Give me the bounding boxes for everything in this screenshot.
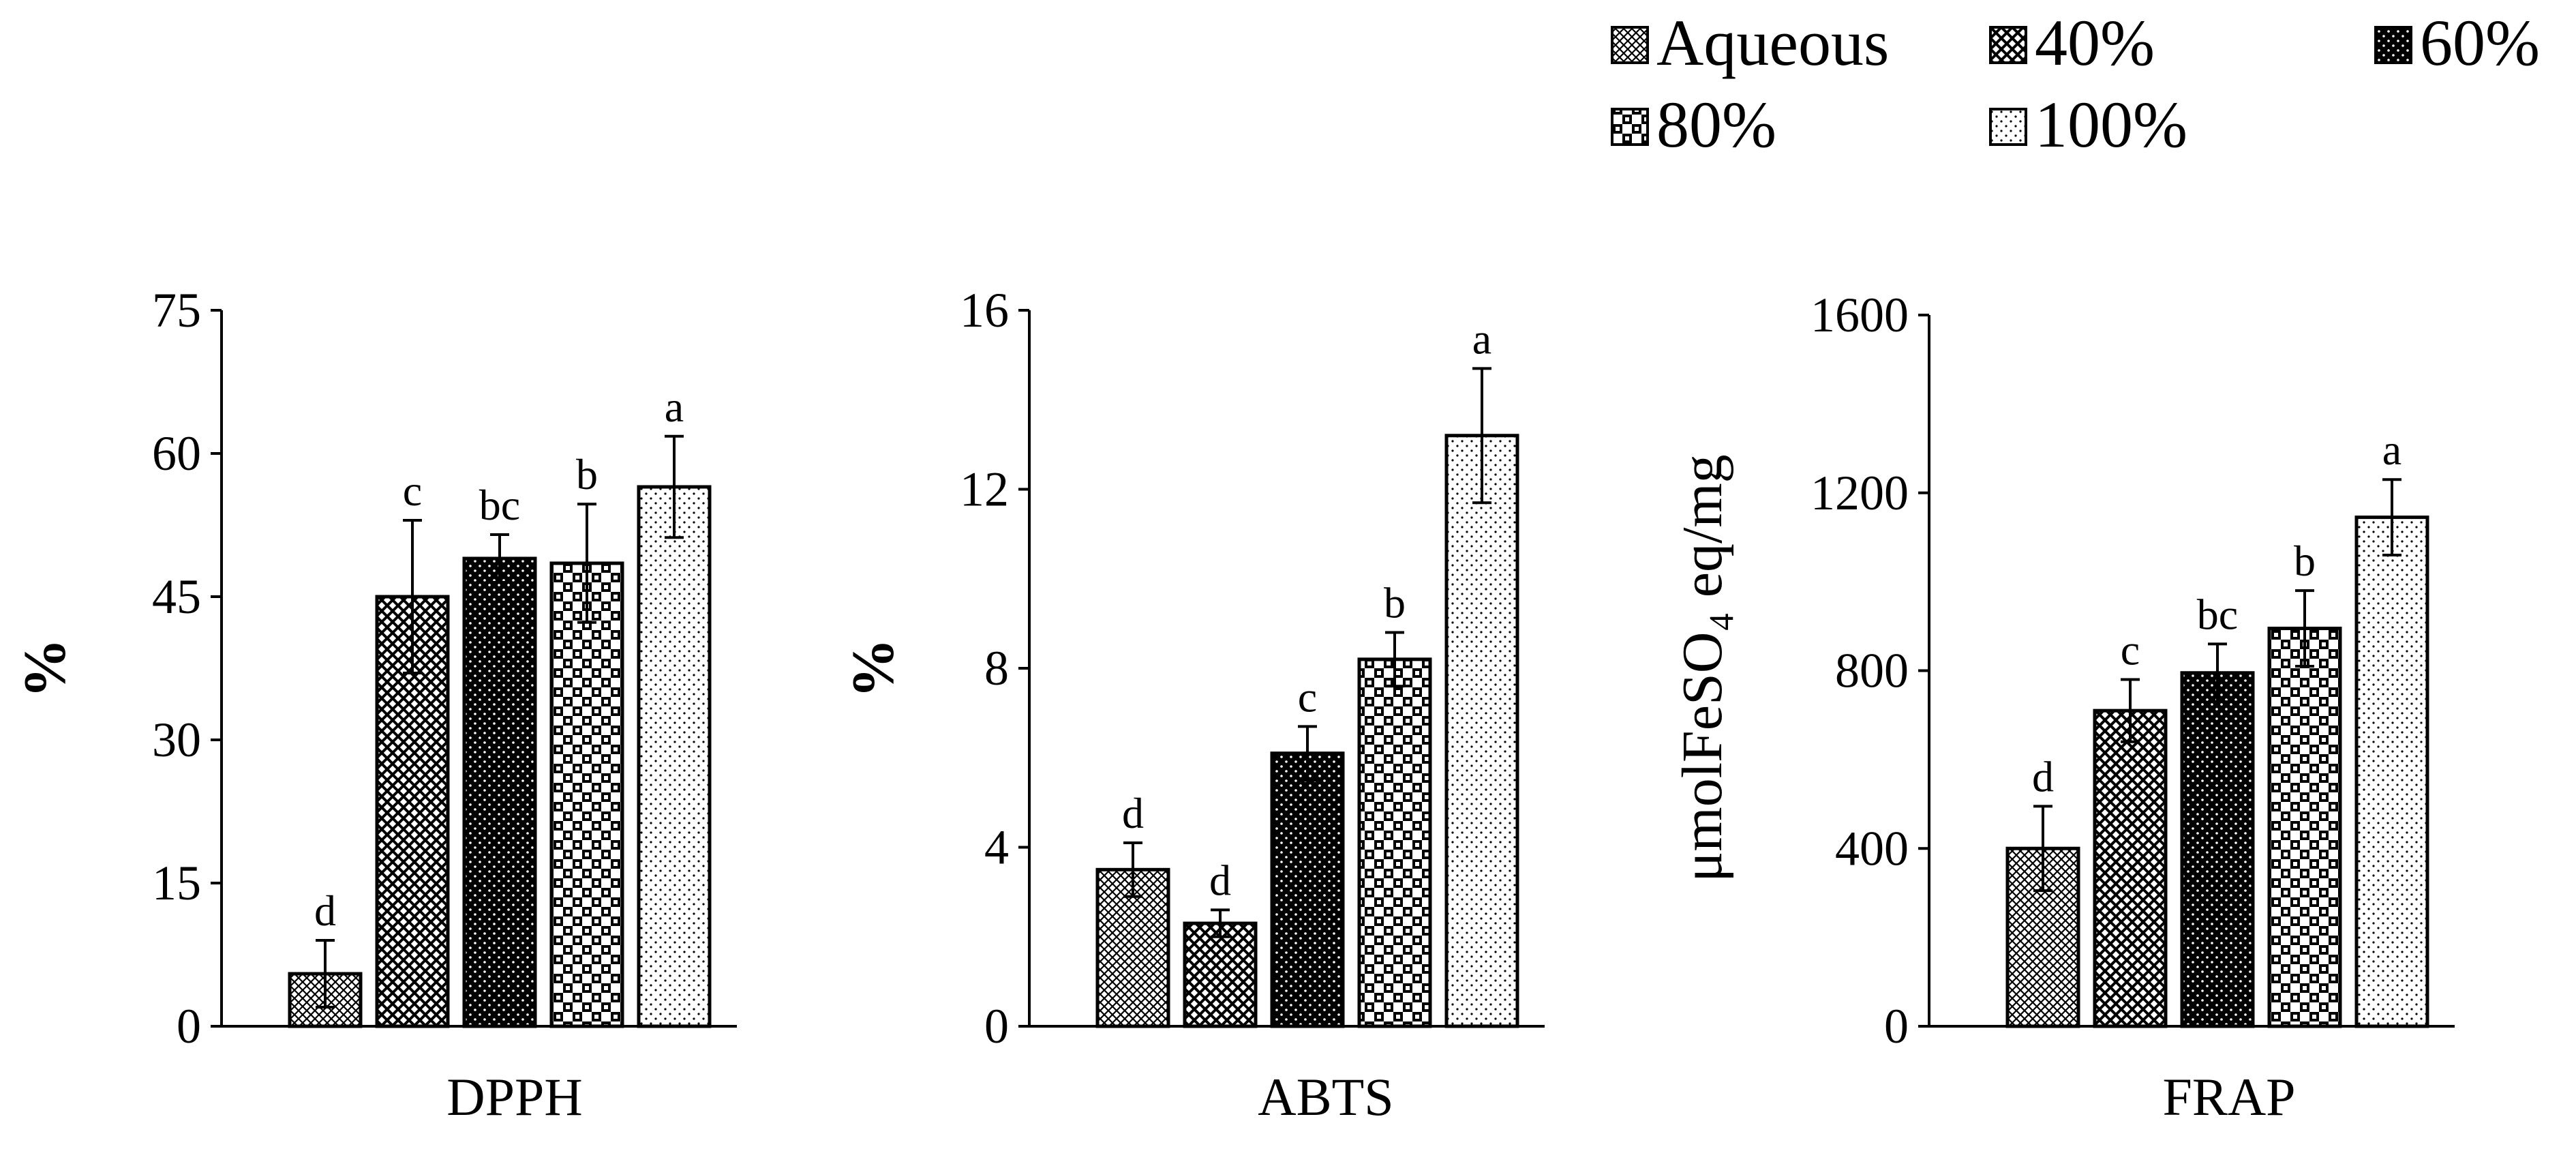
- y-tick-label: 30: [152, 713, 201, 767]
- significance-label: d: [2032, 752, 2054, 801]
- legend-item-60: 60%: [2374, 6, 2540, 79]
- bar-frap-p80: [2267, 627, 2342, 1028]
- legend-swatch-100: [1989, 108, 2027, 146]
- significance-label: bc: [2197, 590, 2238, 638]
- significance-label: d: [1122, 789, 1144, 837]
- y-tick-label: 45: [152, 569, 201, 624]
- y-tick-label: 15: [152, 856, 201, 910]
- legend-item-40: 40%: [1989, 6, 2155, 79]
- significance-label: b: [1384, 579, 1406, 627]
- legend-item-aqueous: Aqueous: [1611, 6, 1889, 79]
- legend-swatch-60: [2374, 26, 2412, 64]
- dpph-panel: 0 15 30 45 60 75 d c bc b a DPPH%: [12, 283, 737, 1126]
- y-axis-label: μmolFeSO₄ eq/mg: [1671, 454, 1734, 882]
- legend-label-40: 40%: [2035, 6, 2155, 79]
- x-axis-label: FRAP: [2162, 1067, 2295, 1126]
- significance-label: a: [2382, 426, 2401, 474]
- significance-label: c: [2121, 626, 2140, 674]
- significance-label: c: [403, 466, 422, 515]
- bar-abts-p100: [1444, 434, 1519, 1028]
- y-tick-label: 12: [960, 462, 1009, 517]
- x-axis-label: ABTS: [1258, 1067, 1393, 1126]
- bar-abts-p60: [1270, 751, 1345, 1028]
- legend-item-100: 100%: [1989, 88, 2187, 161]
- y-tick-label: 1200: [1810, 466, 1909, 520]
- abts-panel: 0 4 8 12 16 d d c b a ABTS%: [840, 283, 1545, 1126]
- legend-item-80: 80%: [1611, 88, 1776, 161]
- legend-swatch-80: [1611, 108, 1649, 146]
- frap-panel: 0 400 800 1200 1600 d c bc b a FRAP μmolFeSO₄ eq/mg: [1671, 288, 2455, 1126]
- significance-label: c: [1298, 672, 1317, 721]
- legend-label-60: 60%: [2420, 6, 2540, 79]
- bar-dpph-p100: [637, 485, 712, 1028]
- y-tick-label: 8: [984, 641, 1009, 696]
- significance-label: b: [2294, 537, 2316, 585]
- legend-label-100: 100%: [2035, 88, 2187, 161]
- y-tick-label: 16: [960, 283, 1009, 338]
- legend: Aqueous 40% 60% 80% 100%: [1611, 6, 2540, 161]
- significance-label: a: [1472, 314, 1491, 363]
- bar-frap-p60: [2180, 671, 2255, 1028]
- bar-frap-p40: [2093, 708, 2168, 1028]
- bar-dpph-p80: [549, 561, 624, 1028]
- y-tick-label: 800: [1835, 644, 1909, 698]
- significance-label: b: [576, 450, 598, 498]
- legend-swatch-aqueous: [1611, 26, 1649, 64]
- legend-label-aqueous: Aqueous: [1656, 6, 1889, 79]
- y-tick-label: 0: [177, 999, 201, 1054]
- y-tick-label: 75: [152, 283, 201, 338]
- y-axis-label: %: [12, 638, 78, 698]
- significance-label: a: [665, 383, 684, 431]
- bar-dpph-p60: [462, 556, 537, 1028]
- y-tick-label: 4: [984, 820, 1009, 875]
- y-tick-label: 1600: [1810, 288, 1909, 342]
- bar-abts-p80: [1357, 657, 1432, 1028]
- legend-label-80: 80%: [1656, 88, 1776, 161]
- y-tick-label: 400: [1835, 821, 1909, 876]
- x-axis-label: DPPH: [446, 1067, 582, 1126]
- significance-label: bc: [479, 481, 520, 529]
- y-tick-label: 0: [1884, 999, 1909, 1054]
- significance-label: d: [1209, 856, 1231, 904]
- bar-frap-p100: [2354, 516, 2429, 1028]
- y-axis-label: %: [840, 638, 907, 698]
- bar-abts-p40: [1183, 921, 1258, 1028]
- y-tick-label: 0: [984, 999, 1009, 1054]
- legend-swatch-40: [1989, 26, 2027, 64]
- significance-label: d: [314, 886, 336, 935]
- y-tick-label: 60: [152, 426, 201, 481]
